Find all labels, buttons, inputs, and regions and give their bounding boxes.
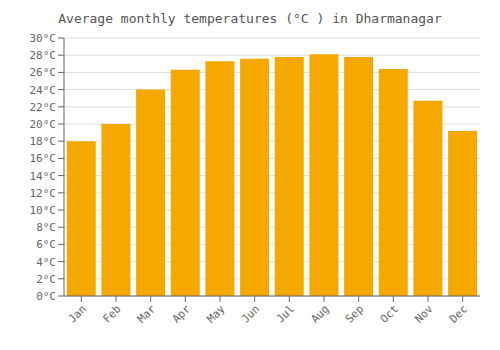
svg-text:10°C: 10°C xyxy=(30,204,57,217)
svg-text:Apr: Apr xyxy=(170,302,194,326)
svg-text:30°C: 30°C xyxy=(30,32,57,45)
svg-text:Oct: Oct xyxy=(378,302,401,325)
svg-text:0°C: 0°C xyxy=(36,290,56,303)
svg-text:Sep: Sep xyxy=(343,302,366,325)
svg-text:16°C: 16°C xyxy=(30,152,57,165)
svg-text:Feb: Feb xyxy=(100,302,123,325)
svg-text:20°C: 20°C xyxy=(30,118,57,131)
svg-text:18°C: 18°C xyxy=(30,135,57,148)
svg-text:4°C: 4°C xyxy=(36,256,56,269)
svg-text:Dec: Dec xyxy=(447,302,470,325)
svg-text:Jun: Jun xyxy=(239,302,262,325)
svg-text:2°C: 2°C xyxy=(36,273,56,286)
svg-text:14°C: 14°C xyxy=(30,170,57,183)
svg-text:8°C: 8°C xyxy=(36,221,56,234)
svg-text:Nov: Nov xyxy=(412,302,436,326)
svg-text:Aug: Aug xyxy=(308,302,331,325)
svg-text:28°C: 28°C xyxy=(30,49,57,62)
svg-text:Mar: Mar xyxy=(135,302,159,326)
svg-text:24°C: 24°C xyxy=(30,84,57,97)
svg-text:26°C: 26°C xyxy=(30,66,57,79)
svg-text:Jul: Jul xyxy=(274,302,297,325)
svg-text:12°C: 12°C xyxy=(30,187,57,200)
svg-text:22°C: 22°C xyxy=(30,101,57,114)
svg-text:May: May xyxy=(204,302,228,326)
html-text:Average monthly temperatures (: Average monthly temperatures (°C ) in Dh… xyxy=(58,11,442,26)
svg-text:Jan: Jan xyxy=(66,302,89,325)
svg-text:6°C: 6°C xyxy=(36,238,56,251)
